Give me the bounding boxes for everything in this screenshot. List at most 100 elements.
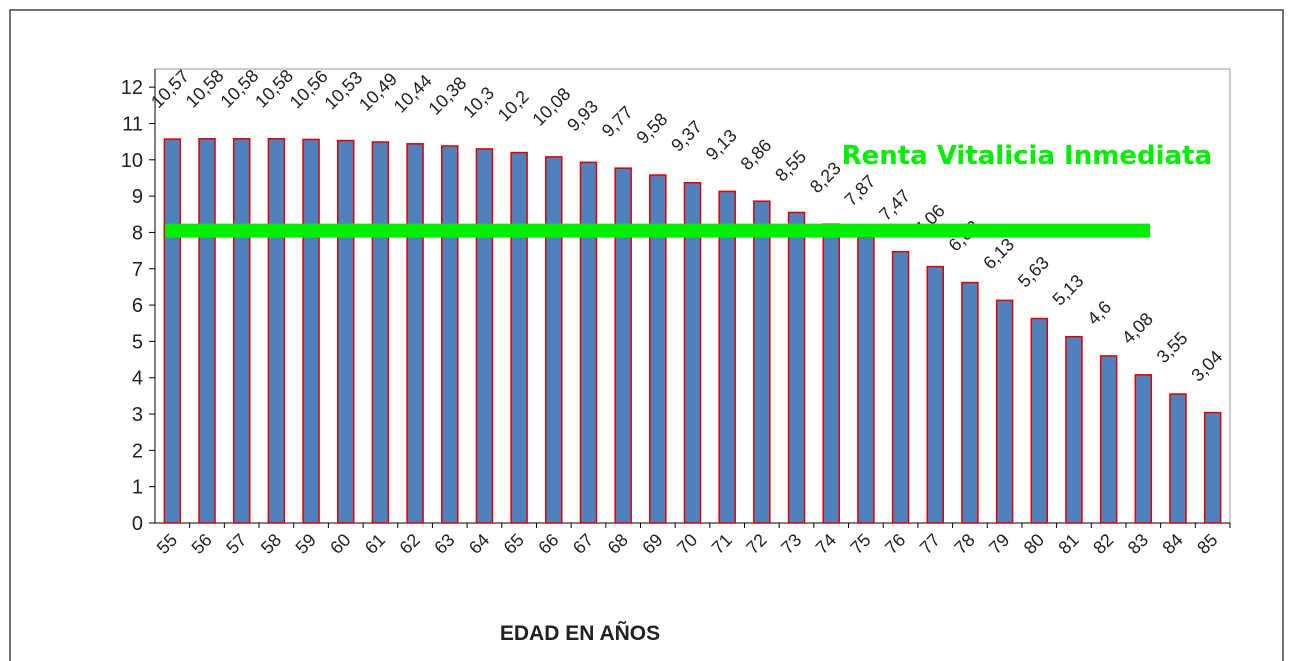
bar xyxy=(163,138,182,524)
x-tick-label: 74 xyxy=(812,530,840,558)
bar xyxy=(614,167,632,524)
x-tick-label: 79 xyxy=(985,530,1013,558)
bar xyxy=(857,236,875,524)
bar xyxy=(753,200,771,524)
y-tick-label: 8 xyxy=(132,222,143,244)
bar xyxy=(336,139,355,524)
x-tick-label: 69 xyxy=(638,530,666,558)
value-label: 9,13 xyxy=(702,125,741,164)
bar xyxy=(267,137,286,524)
x-tick-label: 62 xyxy=(396,530,424,558)
bar xyxy=(232,137,251,524)
bar xyxy=(683,181,702,524)
x-tick-label: 57 xyxy=(222,530,250,558)
value-label: 7,87 xyxy=(841,171,880,210)
x-tick-label: 60 xyxy=(326,530,354,558)
value-label: 10,57 xyxy=(147,66,193,112)
x-tick-label: 73 xyxy=(777,530,805,558)
bar xyxy=(649,174,667,524)
bar xyxy=(1065,335,1083,524)
y-tick-label: 0 xyxy=(132,513,143,535)
x-tick-label: 83 xyxy=(1124,530,1152,558)
bar xyxy=(1203,411,1222,524)
value-label: 3,55 xyxy=(1153,328,1192,367)
bar xyxy=(475,148,494,524)
y-tick-label: 11 xyxy=(122,113,143,135)
bar xyxy=(891,250,910,524)
x-tick-label: 80 xyxy=(1020,530,1048,558)
y-tick-label: 10 xyxy=(121,150,143,172)
frame xyxy=(9,9,1284,661)
bar xyxy=(1099,355,1118,524)
value-label: 8,55 xyxy=(771,146,810,185)
bar xyxy=(995,299,1014,524)
x-tick-label: 59 xyxy=(292,530,320,558)
value-label: 10,58 xyxy=(216,66,262,112)
bar xyxy=(441,145,459,524)
annotation: Renta Vitalicia Inmediata xyxy=(842,141,1212,171)
x-tick-label: 58 xyxy=(257,530,285,558)
bar xyxy=(1169,393,1187,524)
x-tick-label: 67 xyxy=(569,530,597,558)
value-label: 9,58 xyxy=(633,109,672,148)
x-tick-label: 61 xyxy=(361,530,389,558)
value-label: 10,58 xyxy=(251,66,297,112)
value-label: 8,86 xyxy=(737,135,776,174)
value-label: 7,47 xyxy=(875,186,914,225)
x-tick-label: 77 xyxy=(916,530,944,558)
bar xyxy=(406,143,424,524)
x-tick-label: 82 xyxy=(1089,530,1117,558)
x-tick-label: 71 xyxy=(708,530,736,558)
y-tick-label: 5 xyxy=(132,331,143,353)
value-label: 10,58 xyxy=(182,66,228,112)
value-label: 6,13 xyxy=(979,234,1018,273)
value-label: 9,77 xyxy=(598,102,637,141)
y-tick-label: 12 xyxy=(121,77,143,99)
value-label: 8,23 xyxy=(806,158,845,197)
bar xyxy=(961,281,979,524)
x-tick-label: 84 xyxy=(1159,530,1187,558)
x-tick-label: 76 xyxy=(881,530,909,558)
x-tick-label: 81 xyxy=(1054,530,1082,558)
value-label: 5,13 xyxy=(1049,271,1088,310)
bar xyxy=(371,141,390,524)
bar xyxy=(579,161,598,524)
bar xyxy=(1030,317,1049,524)
x-tick-label: 56 xyxy=(188,530,216,558)
bar xyxy=(926,265,944,524)
x-tick-label: 55 xyxy=(153,530,181,558)
y-tick-label: 2 xyxy=(132,440,143,462)
y-tick-label: 7 xyxy=(132,259,143,281)
x-axis-title: EDAD EN AÑOS xyxy=(500,622,660,645)
bar xyxy=(545,156,563,524)
x-tick-label: 63 xyxy=(430,530,458,558)
value-label: 4,6 xyxy=(1083,297,1115,329)
x-tick-label: 66 xyxy=(534,530,562,558)
y-tick-label: 1 xyxy=(132,477,143,499)
bar xyxy=(718,190,736,524)
bar xyxy=(1134,374,1153,524)
value-label: 4,08 xyxy=(1118,309,1157,348)
y-tick-label: 3 xyxy=(132,404,143,426)
x-tick-label: 65 xyxy=(500,530,528,558)
bar xyxy=(510,151,528,524)
x-tick-label: 75 xyxy=(846,530,874,558)
bar xyxy=(302,138,320,524)
x-tick-label: 72 xyxy=(742,530,770,558)
value-label: 9,37 xyxy=(667,117,706,156)
x-tick-label: 78 xyxy=(950,530,978,558)
bar xyxy=(787,211,806,524)
value-label: 10,2 xyxy=(494,86,533,125)
value-label: 10,56 xyxy=(286,66,332,112)
y-tick-label: 9 xyxy=(132,186,143,208)
x-tick-label: 85 xyxy=(1193,530,1221,558)
value-label: 5,63 xyxy=(1014,252,1053,291)
value-label: 3,04 xyxy=(1187,346,1226,385)
bar xyxy=(198,137,216,524)
x-tick-label: 68 xyxy=(604,530,632,558)
bar xyxy=(822,223,840,524)
x-tick-label: 64 xyxy=(465,530,493,558)
y-tick-label: 4 xyxy=(132,368,143,390)
x-tick-label: 70 xyxy=(673,530,701,558)
